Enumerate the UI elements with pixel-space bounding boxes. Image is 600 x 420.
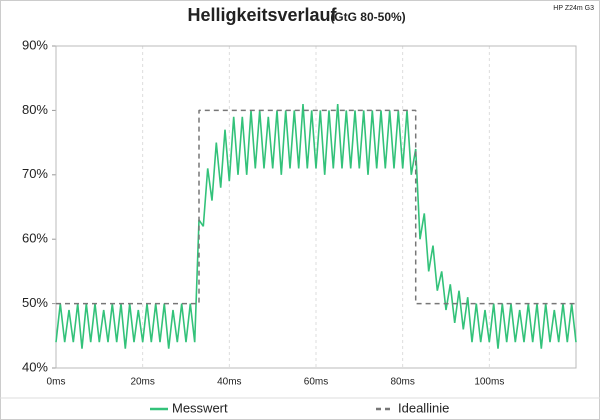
legend-label: Messwert bbox=[172, 400, 228, 415]
annotation: HP Z24m G3 bbox=[553, 5, 594, 12]
x-tick-label: 40ms bbox=[217, 377, 241, 388]
y-tick-label: 70% bbox=[22, 166, 48, 181]
x-tick-label: 100ms bbox=[474, 377, 504, 388]
series-line bbox=[55, 103, 577, 349]
y-tick-label: 90% bbox=[22, 37, 48, 52]
legend-label: Ideallinie bbox=[398, 400, 449, 415]
x-tick-label: 0ms bbox=[47, 377, 66, 388]
y-tick-label: 40% bbox=[22, 359, 48, 374]
x-tick-label: 20ms bbox=[130, 377, 154, 388]
y-tick-label: 80% bbox=[22, 102, 48, 117]
y-tick-label: 50% bbox=[22, 295, 48, 310]
chart-title: Helligkeitsverlauf bbox=[187, 5, 337, 25]
plot-frame bbox=[55, 45, 577, 369]
x-tick-label: 80ms bbox=[390, 377, 414, 388]
y-tick-label: 60% bbox=[22, 231, 48, 246]
chart-subtitle: (GtG 80-50%) bbox=[330, 10, 405, 24]
x-tick-label: 60ms bbox=[304, 377, 328, 388]
series-line bbox=[56, 109, 576, 305]
